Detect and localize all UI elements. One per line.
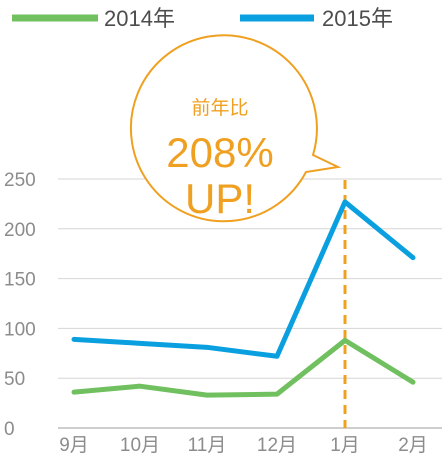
series-line-1 — [71, 199, 416, 359]
legend-label-2014: 2014年 — [104, 6, 175, 31]
gridlines — [58, 178, 442, 429]
y-tick-label: 50 — [4, 369, 25, 390]
y-tick-label: 0 — [4, 419, 15, 440]
series-lines — [71, 199, 416, 398]
x-tick-label: 10月 — [120, 435, 160, 456]
x-tick-label: 11月 — [188, 435, 227, 456]
callout-bubble: 前年比 208% UP! — [129, 34, 342, 223]
legend-label-2015: 2015年 — [322, 6, 393, 31]
y-tick-label: 250 — [4, 170, 36, 191]
x-tick-label: 9月 — [59, 435, 89, 456]
x-tick-label: 2月 — [398, 435, 428, 456]
callout-label-bottom: UP! — [185, 175, 255, 222]
y-axis-ticks: 0 50 100 150 200 250 — [4, 170, 36, 440]
y-tick-label: 100 — [4, 319, 36, 340]
y-tick-label: 150 — [4, 270, 36, 291]
legend: 2014年 2015年 — [12, 6, 393, 31]
callout-label-top: 前年比 — [191, 97, 248, 119]
callout-label-mid: 208% — [166, 129, 273, 176]
x-tick-label: 1月 — [330, 435, 360, 456]
series-line-0 — [71, 337, 416, 398]
callout-outline — [129, 34, 342, 223]
x-tick-label: 12月 — [257, 435, 297, 456]
y-tick-label: 200 — [4, 220, 36, 241]
x-axis-ticks: 9月 10月 11月 12月 1月 2月 — [59, 435, 428, 456]
